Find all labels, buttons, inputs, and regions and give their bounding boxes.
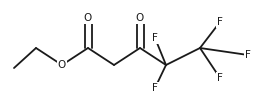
Text: F: F xyxy=(152,33,158,43)
Text: F: F xyxy=(245,50,251,60)
Text: O: O xyxy=(58,60,66,70)
Text: F: F xyxy=(217,73,223,83)
Text: F: F xyxy=(217,17,223,27)
Text: F: F xyxy=(152,83,158,93)
Text: O: O xyxy=(136,13,144,23)
Text: O: O xyxy=(84,13,92,23)
